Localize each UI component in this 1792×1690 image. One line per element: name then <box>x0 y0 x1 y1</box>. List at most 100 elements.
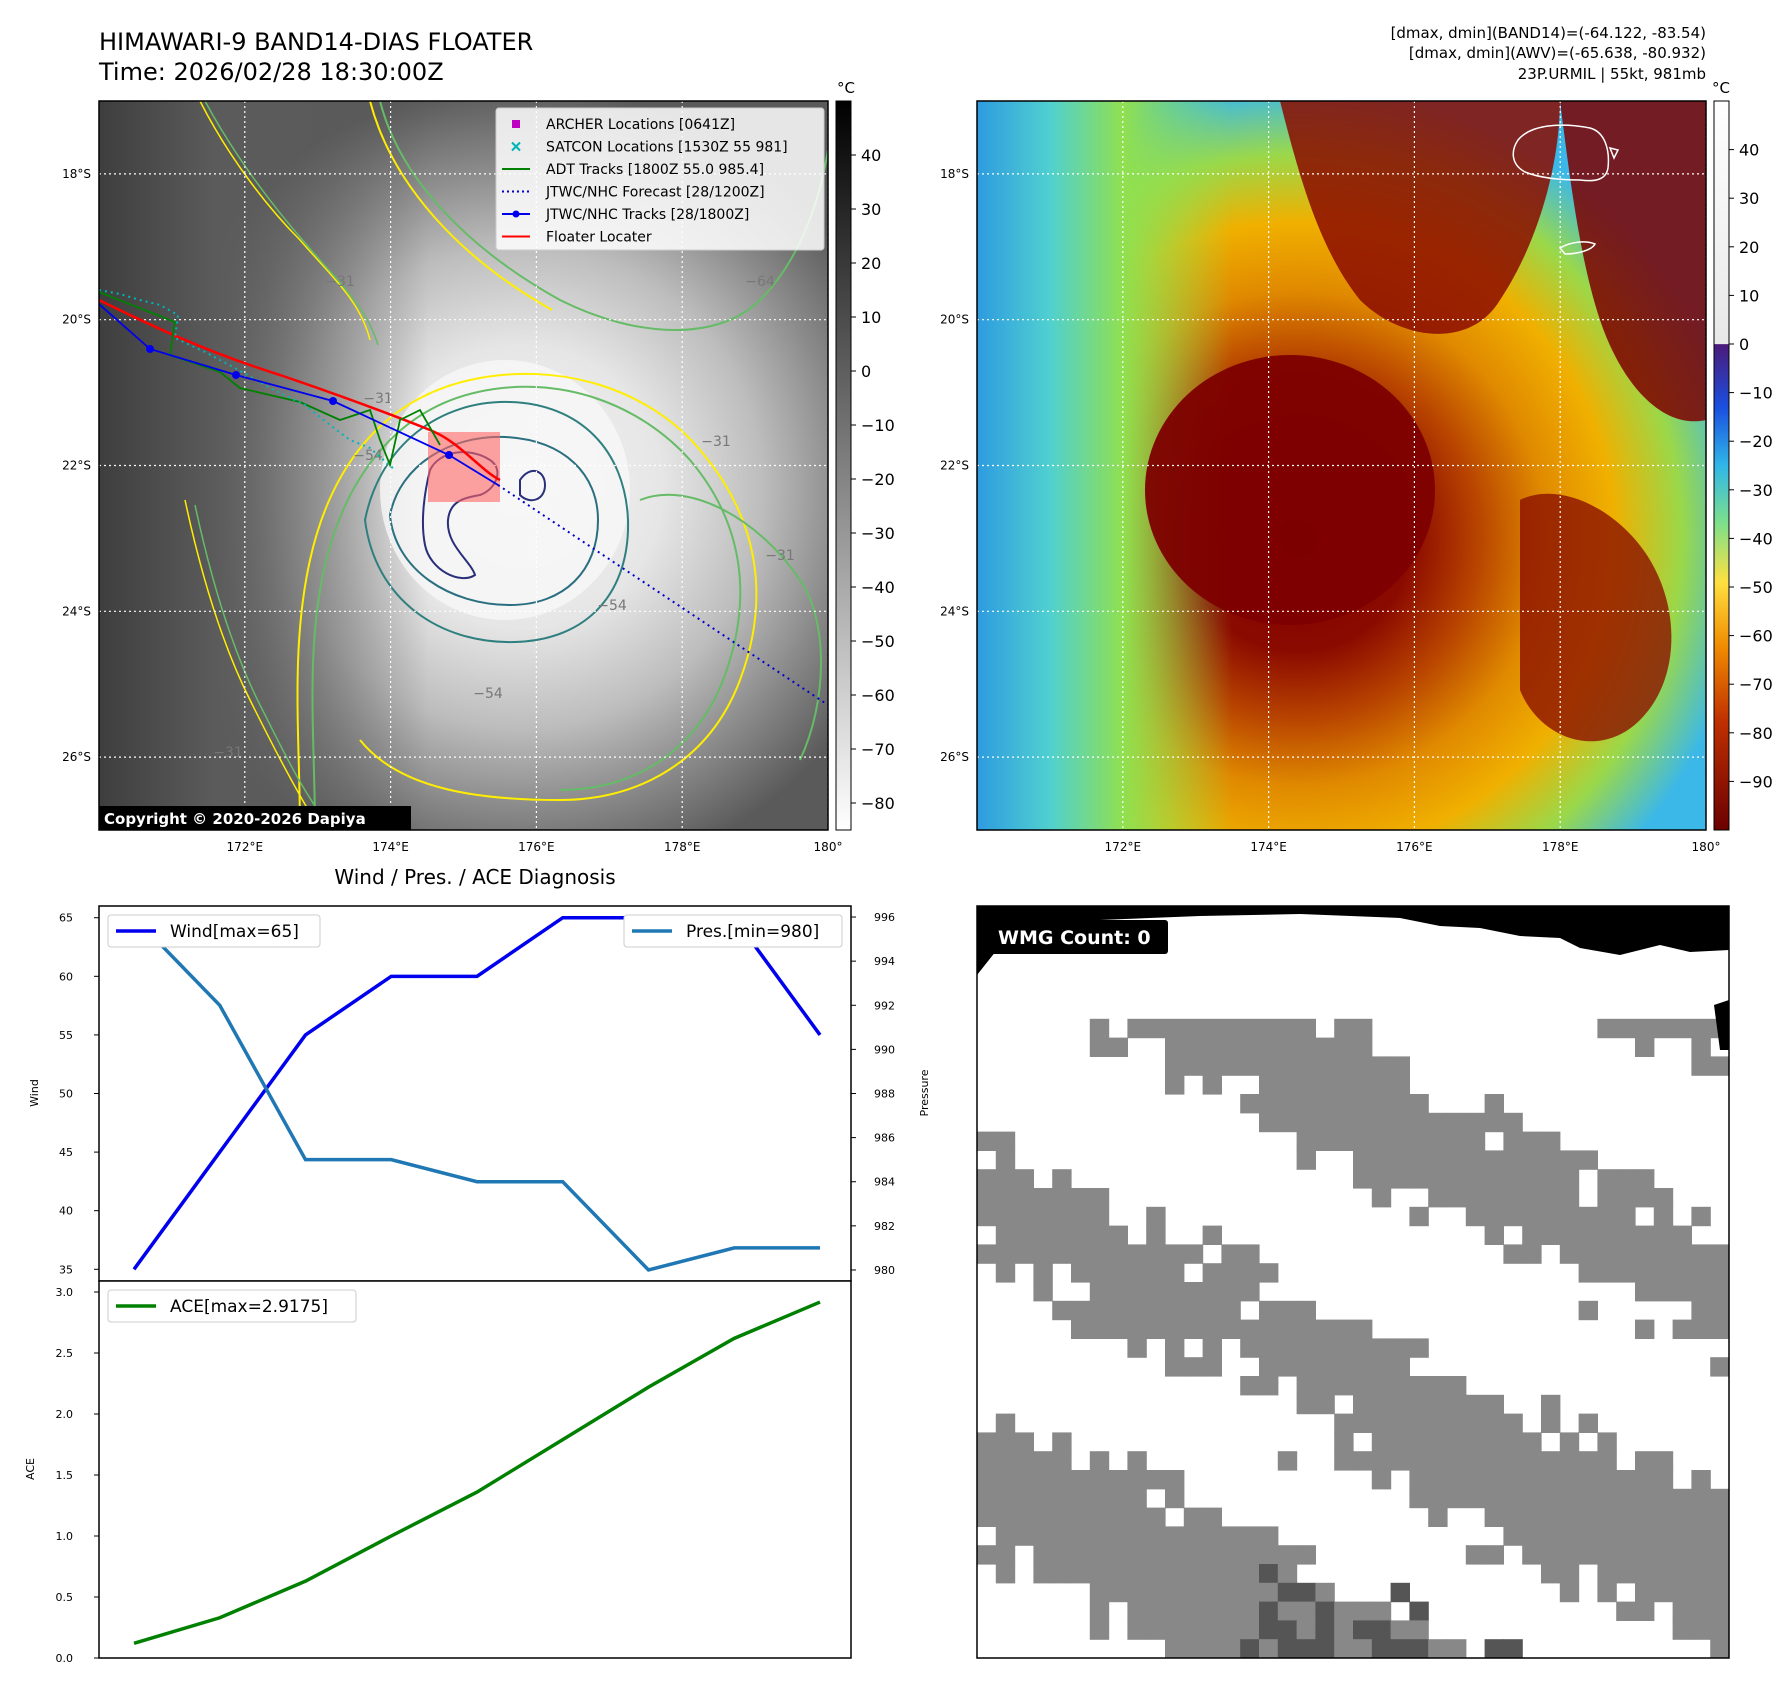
wmg-cell <box>1522 1150 1542 1170</box>
legend-marker-x <box>511 141 521 152</box>
wmg-panel: WMG Count: 0 <box>976 905 1730 1659</box>
wmg-cell <box>1259 1601 1279 1621</box>
ir-colorbar-tick-label: 0 <box>861 362 871 381</box>
wmg-cell <box>1089 1037 1110 1057</box>
wmg-cell <box>1409 1451 1429 1471</box>
wmg-cell <box>995 1470 1016 1490</box>
wmg-cell <box>1710 1488 1729 1509</box>
wmg-cell <box>1221 1244 1241 1264</box>
wmg-cell <box>1240 1376 1260 1396</box>
wmg-cell <box>1183 1037 1204 1057</box>
ir-map-panel: −31 −31 −54 −31 −54 −64 −31 −54 −31 Copyright © … <box>62 79 895 854</box>
wmg-cell <box>1071 1526 1091 1546</box>
wmg-cell <box>1635 1244 1655 1264</box>
wmg-cell <box>977 1470 997 1490</box>
wmg-cell <box>1277 1545 1298 1565</box>
wmg-cell <box>1353 1376 1373 1396</box>
contour-label: −31 <box>701 434 731 450</box>
wmg-cell <box>1484 1112 1504 1133</box>
wmg-cell <box>1221 1263 1241 1283</box>
awv-colorbar-tick-label: −30 <box>1739 481 1773 500</box>
awv-colorbar-tick-label: −20 <box>1739 432 1773 451</box>
wmg-cell <box>1202 1601 1222 1621</box>
wmg-cell <box>1052 1545 1072 1565</box>
wmg-cell <box>1108 1263 1128 1283</box>
storm-info-text: 23P.URMIL | 55kt, 981mb <box>1518 65 1706 83</box>
wmg-cell <box>1616 1206 1636 1227</box>
awv-lon-label: 174°E <box>1250 840 1287 854</box>
wmg-cell <box>1334 1319 1354 1339</box>
contour-navy-cell <box>519 470 547 502</box>
wmg-cell <box>1240 1564 1260 1584</box>
wmg-cell <box>1616 1545 1636 1565</box>
wmg-cell <box>1183 1582 1204 1603</box>
wmg-cell <box>1353 1319 1373 1339</box>
wmg-cell <box>1390 1075 1410 1095</box>
wmg-cell <box>1616 1470 1636 1490</box>
wmg-cell <box>1296 1545 1316 1565</box>
wmg-cell <box>995 1150 1016 1170</box>
wmg-cell <box>1484 1225 1504 1245</box>
wmg-cell <box>1616 1564 1636 1584</box>
wmg-cell <box>1428 1451 1448 1471</box>
wind-ytick-label: 60 <box>59 970 73 983</box>
wmg-cell <box>1071 1470 1091 1490</box>
wmg-cell <box>1221 1620 1241 1640</box>
wmg-cell <box>1014 1488 1034 1509</box>
wmg-cell <box>995 1188 1016 1208</box>
wmg-cell <box>1559 1582 1580 1603</box>
pressure-ytick-label: 990 <box>874 1043 895 1056</box>
ir-lon-label: 174°E <box>372 840 409 854</box>
wmg-cell <box>1371 1451 1392 1471</box>
awv-lat-label: 18°S <box>940 167 969 181</box>
wmg-cell <box>1014 1169 1034 1189</box>
wmg-cell <box>1559 1169 1580 1189</box>
wmg-cell <box>1277 1112 1298 1133</box>
wmg-cell <box>1559 1225 1580 1245</box>
awv-map-panel: °C 403020100−10−20−30−40−50−60−70−80−90 … <box>940 79 1773 854</box>
wmg-cell <box>995 1507 1016 1527</box>
wmg-cell <box>1503 1507 1523 1527</box>
wmg-cell <box>1108 1300 1128 1321</box>
wmg-black-region-right <box>1714 1000 1729 1050</box>
wmg-cell <box>1089 1188 1110 1208</box>
awv-colorbar-tick-label: 30 <box>1739 189 1759 208</box>
wmg-cell <box>1503 1188 1523 1208</box>
pressure-legend-label: Pres.[min=980] <box>686 922 819 942</box>
wmg-cell <box>1409 1601 1429 1621</box>
wmg-cell <box>1503 1169 1523 1189</box>
wmg-cell <box>1296 1338 1316 1358</box>
jtwc-track-points <box>146 345 453 459</box>
wmg-cell <box>1221 1545 1241 1565</box>
wmg-cell <box>1052 1169 1072 1189</box>
wmg-cell <box>1541 1451 1561 1471</box>
wmg-cell <box>1296 1131 1316 1151</box>
wmg-cell <box>1259 1056 1279 1076</box>
wmg-cell <box>1616 1244 1636 1264</box>
wmg-cell <box>1334 1075 1354 1095</box>
wmg-cell <box>1240 1244 1260 1264</box>
wmg-cell <box>1014 1225 1034 1245</box>
wmg-cell <box>1409 1620 1429 1640</box>
wmg-cell <box>1597 1488 1617 1509</box>
wmg-cell <box>1014 1451 1034 1471</box>
awv-moist-north <box>1280 101 1560 334</box>
wmg-cell <box>1089 1263 1110 1283</box>
pressure-ytick-label: 986 <box>874 1132 895 1145</box>
wmg-cell <box>1672 1545 1692 1565</box>
wmg-cell <box>1484 1150 1504 1170</box>
wmg-cell <box>1221 1037 1241 1057</box>
wmg-cell <box>1691 1601 1711 1621</box>
wmg-cell <box>1052 1300 1072 1321</box>
wmg-cell <box>1353 1150 1373 1170</box>
wmg-cell <box>1672 1564 1692 1584</box>
wmg-cell <box>1578 1206 1598 1227</box>
wmg-cell <box>1183 1639 1204 1658</box>
wmg-cell <box>1371 1620 1392 1640</box>
wmg-cell <box>1390 1432 1410 1452</box>
wmg-cell <box>995 1432 1016 1452</box>
wmg-cell <box>1183 1620 1204 1640</box>
wmg-label-box <box>990 920 1168 954</box>
wmg-cell <box>1315 1056 1335 1076</box>
wmg-cell <box>1183 1507 1204 1527</box>
